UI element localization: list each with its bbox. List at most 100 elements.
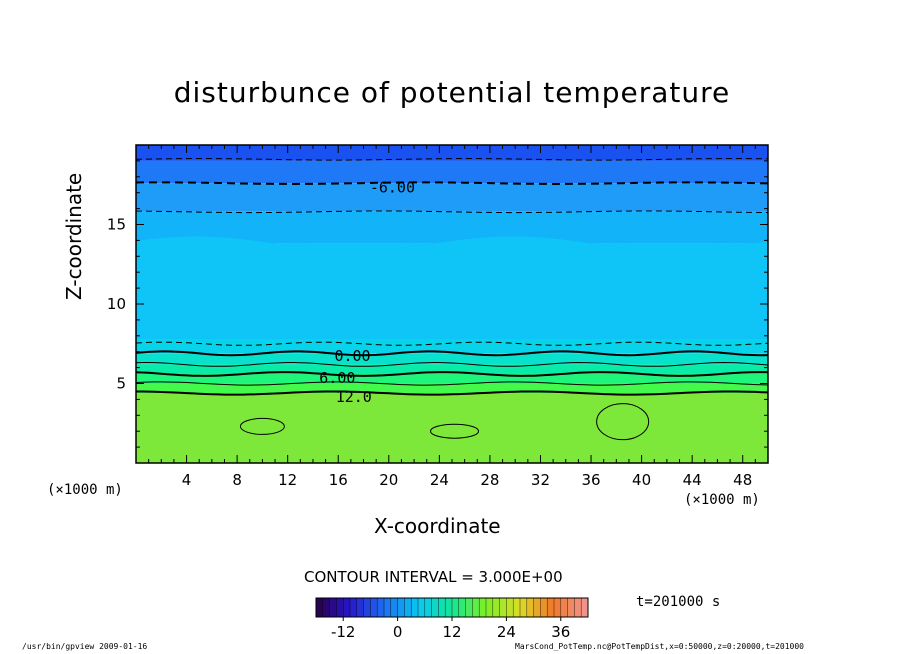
field-band (136, 338, 768, 354)
colorbar-cell (567, 598, 575, 617)
colorbar-cell (411, 598, 419, 617)
y-tick-label: 15 (107, 216, 126, 234)
x-tick-label: 32 (531, 471, 550, 489)
field-band (136, 353, 768, 365)
colorbar-cell (492, 598, 500, 617)
contour-label: 6.00 (319, 369, 355, 387)
colorbar-cell (336, 598, 344, 617)
field-band (136, 160, 768, 184)
colorbar-cell (560, 598, 568, 617)
colorbar-cell (397, 598, 405, 617)
colorbar-cell (554, 598, 562, 617)
colorbar-cell (384, 598, 392, 617)
contour-line (136, 390, 768, 396)
colorbar-cell (438, 598, 446, 617)
colorbar-cell (322, 598, 330, 617)
x-tick-label: 8 (232, 471, 242, 489)
footer-right: MarsCond_PotTemp.nc@PotTempDist,x=0:5000… (515, 642, 804, 651)
colorbar-cell (404, 598, 412, 617)
colorbar: -12 0 12 24 36 (315, 597, 589, 641)
field-band (136, 183, 768, 212)
contour-line (136, 381, 768, 386)
time-label: t=201000 s (636, 594, 721, 610)
colorbar-cell (424, 598, 432, 617)
colorbar-cell (418, 598, 426, 617)
colorbar-cell (363, 598, 371, 617)
y-tick-label: 5 (116, 375, 126, 393)
colorbar-cell (431, 598, 439, 617)
x-unit-label: (×1000 m) (47, 482, 123, 498)
x-tick-label: 24 (430, 471, 449, 489)
colorbar-tick-label: 36 (551, 623, 570, 641)
contour-loop (430, 423, 480, 439)
colorbar-cell (390, 598, 398, 617)
contour-line (136, 341, 768, 346)
colorbar-cell (356, 598, 364, 617)
x-tick-label: 16 (329, 471, 348, 489)
x-tick-label: 36 (581, 471, 600, 489)
colorbar-cell (547, 598, 555, 617)
colorbar-tick-label: -12 (331, 623, 356, 641)
colorbar-cell (445, 598, 453, 617)
colorbar-cell (520, 598, 528, 617)
colorbar-cell (574, 598, 582, 617)
contour-line (136, 181, 768, 186)
x-tick-label: 48 (733, 471, 752, 489)
colorbar-cell (472, 598, 480, 617)
footer-left: /usr/bin/gpview 2009-01-16 (22, 642, 148, 651)
field-band (136, 145, 768, 161)
x-tick-label: 4 (182, 471, 192, 489)
colorbar-cell (479, 598, 487, 617)
contour-loop (239, 417, 285, 435)
colorbar-cell (452, 598, 460, 617)
colorbar-tick-label: 12 (442, 623, 461, 641)
contour-interval-text: CONTOUR INTERVAL = 3.000E+00 (304, 568, 563, 586)
field-band (136, 383, 768, 394)
field-band (136, 373, 768, 384)
contour-line (136, 158, 768, 161)
colorbar-cell (581, 598, 589, 617)
contour-line (136, 350, 768, 357)
colorbar-tick-label: 24 (497, 623, 516, 641)
contour-label: 12.0 (336, 388, 372, 406)
colorbar-cell (513, 598, 521, 617)
colorbar-cell (486, 598, 494, 617)
field-band (136, 236, 768, 339)
colorbar-cell (458, 598, 466, 617)
colorbar-cell (377, 598, 385, 617)
colorbar-cell (533, 598, 541, 617)
y-tick-label: 10 (107, 295, 126, 313)
colorbar-cell (316, 598, 324, 617)
x-unit-label-right: (×1000 m) (684, 492, 760, 508)
field-band (136, 364, 768, 374)
colorbar-cell (526, 598, 534, 617)
colorbar-cell (506, 598, 514, 617)
x-tick-label: 44 (683, 471, 702, 489)
colorbar-cell (465, 598, 473, 617)
contour-line (136, 210, 768, 214)
colorbar-cell (343, 598, 351, 617)
field-band (136, 211, 768, 244)
x-tick-label: 20 (379, 471, 398, 489)
chart-title: disturbunce of potential temperature (173, 76, 731, 109)
contour-line (136, 371, 768, 377)
colorbar-cell (329, 598, 337, 617)
colorbar-cell (370, 598, 378, 617)
colorbar-cell (350, 598, 358, 617)
contour-label: 0.00 (334, 347, 370, 365)
colorbar-cell (540, 598, 548, 617)
contour-loop (596, 403, 650, 441)
colorbar-cell (499, 598, 507, 617)
x-tick-label: 28 (480, 471, 499, 489)
x-tick-label: 40 (632, 471, 651, 489)
contour-label: -6.00 (370, 178, 415, 196)
x-axis-label: X-coordinate (374, 514, 501, 538)
plot-area (136, 145, 768, 463)
contour-line (136, 361, 768, 367)
colorbar-tick-label: 0 (393, 623, 403, 641)
field-band (136, 393, 768, 463)
x-tick-label: 12 (278, 471, 297, 489)
